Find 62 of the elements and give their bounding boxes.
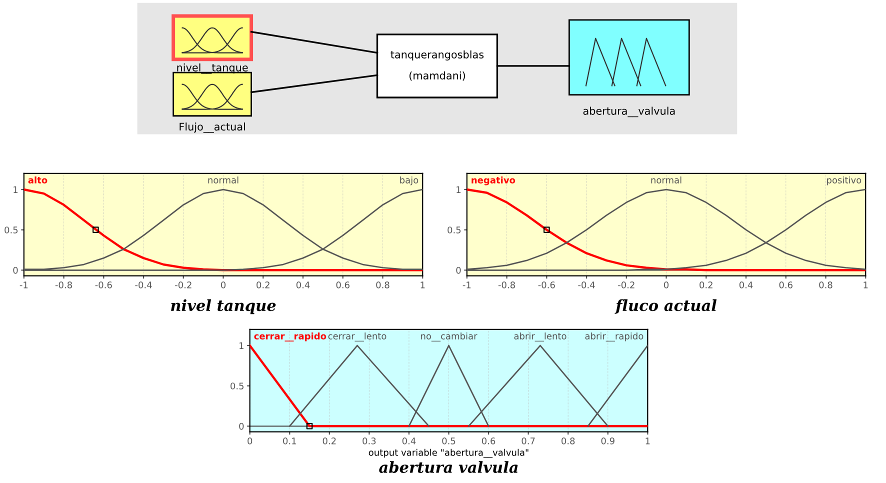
x-tick-label: 1 bbox=[646, 438, 650, 444]
series-label: abrir__rapido bbox=[585, 332, 644, 342]
x-axis-title: output variable "abertura__valvula" bbox=[368, 448, 528, 458]
y-tick-label: 0 bbox=[456, 266, 461, 274]
y-tick-label: 1 bbox=[14, 186, 18, 193]
x-tick-label: 0.7 bbox=[522, 438, 535, 444]
x-tick-label: 0.6 bbox=[336, 282, 350, 288]
x-tick-label: -0.4 bbox=[578, 282, 595, 288]
x-tick-label: 0.1 bbox=[283, 438, 296, 444]
x-tick-label: 0.5 bbox=[442, 438, 456, 444]
series-label: bajo bbox=[400, 176, 418, 186]
x-tick-label: -0.2 bbox=[618, 282, 634, 288]
x-tick-label: 0 bbox=[248, 438, 252, 444]
x-tick-label: 0.8 bbox=[819, 282, 832, 288]
x-tick-label: 0.2 bbox=[256, 282, 270, 288]
x-tick-label: 0 bbox=[664, 282, 669, 288]
x-tick-label: -0.2 bbox=[175, 282, 192, 288]
text: fluco actual bbox=[614, 299, 717, 314]
y-tick-label: 1 bbox=[240, 342, 244, 349]
x-tick-label: 0.3 bbox=[362, 438, 376, 444]
x-tick-label: 0.2 bbox=[322, 438, 336, 444]
x-tick-label: 1 bbox=[420, 282, 425, 288]
y-tick-label: 0.5 bbox=[448, 226, 461, 234]
series-label: negativo bbox=[472, 176, 516, 186]
x-tick-label: 0 bbox=[220, 282, 226, 288]
x-tick-label: 0.8 bbox=[562, 438, 575, 444]
text: abertura valvula bbox=[379, 461, 518, 473]
x-tick-label: 0.8 bbox=[376, 282, 390, 288]
x-tick-label: -0.4 bbox=[135, 282, 152, 288]
y-tick-label: 0 bbox=[239, 422, 244, 430]
y-tick-label: 0.5 bbox=[230, 382, 244, 390]
y-tick-label: 0.5 bbox=[4, 226, 18, 234]
series-label: normal bbox=[208, 176, 238, 184]
x-tick-label: 0.4 bbox=[739, 282, 753, 288]
x-tick-label: 0.2 bbox=[700, 282, 712, 288]
text: Flujo__actual bbox=[180, 122, 245, 133]
y-tick-label: 0 bbox=[13, 266, 18, 274]
text: nivel tanque bbox=[171, 299, 276, 314]
text: abertura__valvula bbox=[583, 106, 675, 118]
x-tick-label: -0.8 bbox=[498, 282, 515, 288]
x-tick-label: -1 bbox=[462, 282, 471, 288]
x-tick-label: -0.6 bbox=[95, 282, 112, 288]
x-tick-label: 1 bbox=[864, 282, 868, 288]
x-tick-label: -1 bbox=[20, 282, 28, 288]
x-tick-label: 0.6 bbox=[482, 438, 496, 444]
text: nivel__tanque bbox=[177, 63, 248, 74]
series-label: cerrar__rapido bbox=[254, 332, 326, 342]
x-tick-label: 0.4 bbox=[296, 282, 310, 288]
series-label: cerrar__lento bbox=[328, 332, 386, 342]
x-tick-label: -0.8 bbox=[55, 282, 72, 288]
x-tick-label: -0.6 bbox=[538, 282, 555, 288]
x-tick-label: 0.9 bbox=[601, 438, 614, 444]
series-label: no__cambiar bbox=[421, 332, 478, 342]
text: (mamdani) bbox=[409, 71, 465, 81]
x-tick-label: 0.4 bbox=[402, 438, 416, 444]
series-label: positivo bbox=[827, 176, 862, 186]
text: tanquerangosblas bbox=[390, 50, 484, 60]
series-label: alto bbox=[28, 176, 48, 184]
series-label: normal bbox=[651, 176, 682, 184]
y-tick-label: 1 bbox=[456, 186, 461, 193]
x-tick-label: 0.6 bbox=[779, 282, 792, 288]
series-label: abrir__lento bbox=[514, 332, 566, 342]
